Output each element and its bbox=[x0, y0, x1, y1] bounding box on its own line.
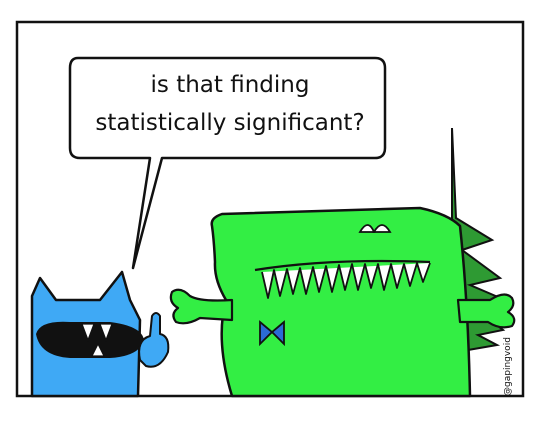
left-arm bbox=[169, 288, 234, 325]
right-arm bbox=[456, 293, 516, 329]
green-monster bbox=[169, 127, 516, 398]
artist-credit: @gapingvoid bbox=[503, 337, 513, 396]
blue-monster bbox=[30, 270, 170, 398]
teeth bbox=[261, 262, 431, 299]
speech-line-1: is that finding bbox=[150, 72, 310, 98]
right-eye bbox=[372, 224, 392, 233]
blue-mouth bbox=[36, 321, 144, 358]
speech-line-2: statistically significant? bbox=[95, 110, 365, 136]
speech-bubble bbox=[68, 56, 387, 270]
bow-tie-icon bbox=[259, 320, 285, 347]
raised-finger-hand bbox=[138, 312, 170, 368]
mouth bbox=[254, 259, 431, 272]
